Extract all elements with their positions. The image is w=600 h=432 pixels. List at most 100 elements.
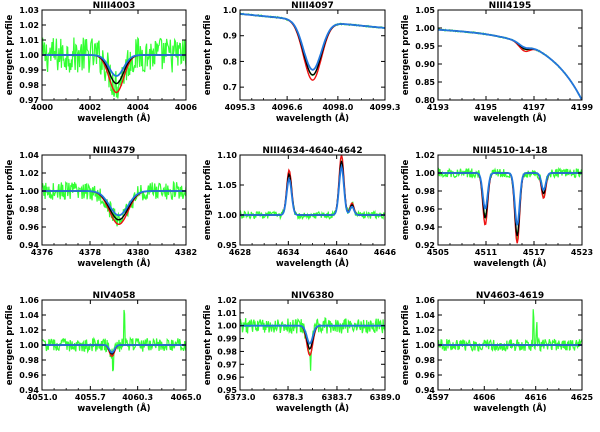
- y-tick-label: 1.00: [217, 211, 237, 220]
- x-tick-label: 6383.7: [322, 393, 353, 402]
- x-tick-label: 4000: [31, 103, 54, 112]
- x-axis-label: wavelength (Å): [473, 113, 546, 124]
- x-tick-label: 4199: [571, 103, 594, 112]
- x-tick-label: 4505: [427, 248, 450, 257]
- y-tick-label: 0.99: [19, 66, 39, 75]
- series-model-2: [240, 160, 385, 216]
- x-tick-label: 4380: [127, 248, 150, 257]
- x-tick-label: 4099.3: [370, 103, 401, 112]
- x-tick-label: 4193: [427, 103, 449, 112]
- x-axis-label: wavelength (Å): [276, 113, 349, 124]
- y-tick-label: 1.00: [415, 341, 435, 350]
- x-tick-label: 4065.0: [171, 393, 202, 402]
- x-axis-label: wavelength (Å): [473, 258, 546, 269]
- series-model-2: [240, 13, 385, 76]
- panel-title: NIII4510-14-18: [472, 146, 547, 156]
- series-model-2: [438, 29, 582, 100]
- panel-title: NIII4003: [93, 1, 136, 11]
- x-tick-label: 4634: [277, 248, 300, 257]
- panel-title: NIII4195: [489, 1, 532, 11]
- series-model-2: [438, 172, 582, 237]
- plot-frame: [437, 9, 583, 101]
- series-observed: [42, 36, 186, 99]
- x-tick-label: 4376: [31, 248, 54, 257]
- y-tick-label: 1.06: [19, 296, 39, 305]
- panel-8: 6373.0 6378.3 6383.7 6389.0 0.95 0.96 0.97 0.98…: [203, 291, 401, 414]
- series-group: [42, 36, 186, 99]
- series-observed: [438, 166, 582, 240]
- y-tick-label: 1.00: [19, 341, 39, 350]
- y-axis-label: emergent profile: [401, 14, 411, 95]
- y-tick-label: 1.06: [415, 296, 435, 305]
- y-axis-label: emergent profile: [5, 304, 15, 385]
- series-group: [240, 155, 385, 221]
- x-tick-label: 4625: [571, 393, 594, 402]
- x-axis-label: wavelength (Å): [276, 258, 349, 269]
- y-tick-label: 0.96: [217, 373, 237, 382]
- x-tick-label: 4055.7: [75, 393, 106, 402]
- y-tick-label: 1.05: [415, 6, 435, 15]
- y-tick-label: 1.02: [19, 169, 39, 178]
- series-model-3: [240, 163, 385, 216]
- x-tick-label: 4002: [79, 103, 101, 112]
- y-tick-label: 0.94: [415, 386, 435, 395]
- x-tick-label: 4646: [374, 248, 397, 257]
- y-tick-label: 0.94: [19, 386, 39, 395]
- y-tick-label: 0.98: [415, 187, 435, 196]
- y-tick-label: 1.04: [19, 311, 39, 320]
- y-tick-label: 0.98: [19, 205, 39, 214]
- x-tick-label: 4195: [475, 103, 498, 112]
- y-tick-label: 0.98: [19, 81, 39, 90]
- y-tick-label: 1.0: [223, 6, 238, 15]
- x-tick-label: 4640: [326, 248, 349, 257]
- panel-4: 4376 4378 4380 4382 0.94 0.96 0.98 1.00 1.02 1.04…: [5, 146, 197, 269]
- x-tick-label: 4382: [175, 248, 197, 257]
- x-tick-label: 4378: [79, 248, 102, 257]
- panel-title: NIII4097: [291, 1, 334, 11]
- x-tick-label: 4006: [175, 103, 198, 112]
- x-tick-label: 4511: [475, 248, 498, 257]
- x-tick-label: 4096.6: [272, 103, 303, 112]
- series-group: [42, 309, 186, 372]
- y-tick-label: 0.9: [223, 32, 238, 41]
- y-axis-label: emergent profile: [203, 14, 213, 95]
- panel-1: 4000 4002 4004 4006 0.97 0.98 0.99 1.00 1.01 1.02…: [5, 1, 198, 124]
- x-tick-label: 6389.0: [370, 393, 401, 402]
- plot-frame: [239, 154, 386, 246]
- x-tick-label: 4628: [229, 248, 252, 257]
- series-model-1: [240, 155, 385, 216]
- series-model-3: [42, 54, 186, 77]
- x-axis-label: wavelength (Å): [77, 113, 150, 124]
- series-observed: [438, 309, 582, 353]
- y-axis-label: emergent profile: [203, 159, 213, 240]
- series-group: [438, 166, 582, 244]
- series-model-1: [438, 29, 582, 100]
- y-tick-label: 0.98: [19, 356, 39, 365]
- x-axis-label: wavelength (Å): [276, 403, 349, 414]
- series-model-3: [240, 12, 385, 71]
- y-tick-label: 0.94: [19, 241, 39, 250]
- series-model-3: [42, 190, 186, 217]
- x-axis-label: wavelength (Å): [77, 403, 150, 414]
- y-tick-label: 0.96: [415, 205, 435, 214]
- panel-7: 4051.0 4055.7 4060.3 4065.0 0.94 0.96 0.98 1.00…: [5, 291, 202, 414]
- y-tick-label: 1.04: [19, 151, 39, 160]
- y-tick-label: 1.02: [19, 21, 39, 30]
- x-tick-label: 4095.3: [225, 103, 256, 112]
- y-tick-label: 0.8: [223, 57, 238, 66]
- y-tick-label: 1.00: [217, 322, 237, 331]
- series-group: [42, 180, 186, 227]
- x-tick-label: 4523: [571, 248, 593, 257]
- y-tick-label: 0.94: [415, 223, 435, 232]
- y-tick-label: 1.05: [217, 181, 237, 190]
- y-tick-label: 0.98: [217, 347, 237, 356]
- series-observed: [240, 12, 385, 77]
- x-tick-label: 4517: [523, 248, 545, 257]
- series-observed: [42, 180, 186, 227]
- y-axis-label: emergent profile: [401, 159, 411, 240]
- series-model-3: [240, 324, 385, 345]
- y-tick-label: 0.95: [217, 241, 237, 250]
- x-tick-label: 4197: [523, 103, 545, 112]
- y-axis-label: emergent profile: [401, 304, 411, 385]
- series-group: [240, 317, 385, 371]
